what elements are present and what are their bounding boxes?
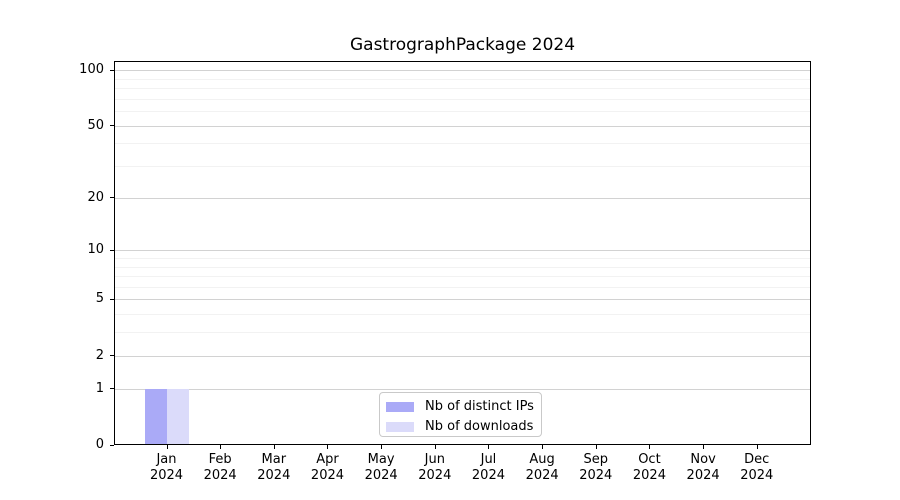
x-tick-label: Oct 2024 — [609, 452, 689, 483]
x-tick-label: Apr 2024 — [287, 452, 367, 483]
x-tick-year: 2024 — [257, 467, 291, 483]
x-tick-year: 2024 — [418, 467, 452, 483]
y-tick-label: 0 — [95, 437, 104, 452]
x-tick-label: Mar 2024 — [234, 452, 314, 483]
y-tick-mark — [110, 444, 114, 446]
gridline-major — [115, 388, 810, 390]
gridline-major — [115, 70, 810, 72]
x-tick-mark — [542, 445, 544, 449]
x-tick-year: 2024 — [579, 467, 613, 483]
x-tick-mark — [756, 445, 758, 449]
x-tick-label: Jan 2024 — [127, 452, 207, 483]
legend-item-downloads: Nb of downloads — [386, 418, 541, 435]
x-tick-month: Dec — [744, 452, 770, 467]
gridline-minor — [115, 166, 810, 168]
legend-label-downloads: Nb of downloads — [425, 419, 534, 434]
x-tick-mark — [166, 445, 168, 449]
gridline-major — [115, 299, 810, 301]
gridline-minor — [115, 258, 810, 259]
x-tick-label: May 2024 — [341, 452, 421, 483]
x-tick-mark — [703, 445, 705, 449]
x-tick-label: Sep 2024 — [556, 452, 636, 483]
legend: Nb of distinct IPs Nb of downloads — [379, 392, 542, 437]
x-tick-month: Apr — [316, 452, 339, 467]
x-tick-month: May — [367, 452, 395, 467]
x-tick-month: Jul — [480, 452, 497, 467]
x-tick-label: Dec 2024 — [717, 452, 797, 483]
x-tick-year: 2024 — [632, 467, 666, 483]
y-tick-mark — [110, 125, 114, 127]
x-tick-year: 2024 — [525, 467, 559, 483]
x-tick-month: Sep — [583, 452, 609, 467]
x-tick-label: Aug 2024 — [502, 452, 582, 483]
x-tick-mark — [595, 445, 597, 449]
bar-distinct-ips — [144, 388, 167, 444]
x-tick-year: 2024 — [471, 467, 505, 483]
x-tick-mark — [381, 445, 383, 449]
gridline-major — [115, 250, 810, 252]
y-tick-label: 2 — [95, 347, 104, 363]
x-tick-mark — [488, 445, 490, 449]
gridline-major — [115, 355, 810, 357]
legend-swatch-downloads — [386, 421, 414, 432]
x-tick-label: Nov 2024 — [663, 452, 743, 483]
x-tick-year: 2024 — [310, 467, 345, 483]
y-tick-mark — [110, 355, 114, 357]
gridline-major — [115, 197, 810, 199]
x-tick-year: 2024 — [364, 467, 398, 483]
gridline-major — [115, 125, 810, 127]
y-tick-mark — [110, 249, 114, 251]
plot-area — [114, 61, 811, 445]
y-tick-label: 50 — [87, 117, 104, 133]
x-tick-year: 2024 — [686, 467, 720, 483]
gridline-minor — [115, 266, 810, 268]
gridline-minor — [115, 314, 810, 316]
y-tick-label: 5 — [95, 291, 104, 307]
x-tick-year: 2024 — [740, 467, 774, 483]
x-tick-month: Nov — [690, 452, 716, 467]
legend-swatch-distinct-ips — [386, 401, 414, 412]
y-tick-label: 1 — [95, 380, 104, 396]
gridline-minor — [115, 286, 810, 288]
gridline-minor — [115, 276, 810, 278]
x-tick-label: Feb 2024 — [180, 452, 260, 483]
gridline-minor — [115, 143, 810, 145]
bar-downloads — [166, 388, 189, 444]
y-tick-mark — [110, 197, 114, 199]
x-tick-month: Feb — [208, 452, 232, 467]
x-tick-mark — [434, 445, 436, 449]
x-tick-month: Aug — [529, 452, 555, 467]
x-tick-month: Jan — [156, 452, 177, 467]
y-tick-label: 100 — [79, 62, 104, 78]
y-tick-mark — [110, 298, 114, 300]
x-tick-label: Jun 2024 — [395, 452, 475, 483]
chart-title: GastrographPackage 2024 — [349, 35, 576, 55]
x-tick-month: Mar — [261, 452, 287, 467]
x-tick-mark — [327, 445, 329, 449]
y-tick-label: 20 — [87, 189, 104, 205]
x-tick-year: 2024 — [203, 467, 237, 483]
x-tick-label: Jul 2024 — [448, 452, 528, 483]
gridline-minor — [115, 78, 810, 80]
x-tick-year: 2024 — [149, 467, 184, 483]
gridline-minor — [115, 111, 810, 113]
x-tick-month: Jun — [424, 452, 445, 467]
x-tick-mark — [649, 445, 651, 449]
gridline-minor — [115, 88, 810, 90]
y-tick-label: 10 — [87, 242, 104, 258]
gridline-minor — [115, 98, 810, 100]
gridline-minor — [115, 332, 810, 334]
y-tick-mark — [110, 388, 114, 390]
x-tick-mark — [273, 445, 275, 449]
x-tick-month: Oct — [638, 452, 661, 467]
legend-item-distinct-ips: Nb of distinct IPs — [386, 398, 541, 415]
y-tick-mark — [110, 69, 114, 71]
x-tick-mark — [220, 445, 222, 449]
legend-label-distinct-ips: Nb of distinct IPs — [425, 399, 534, 414]
